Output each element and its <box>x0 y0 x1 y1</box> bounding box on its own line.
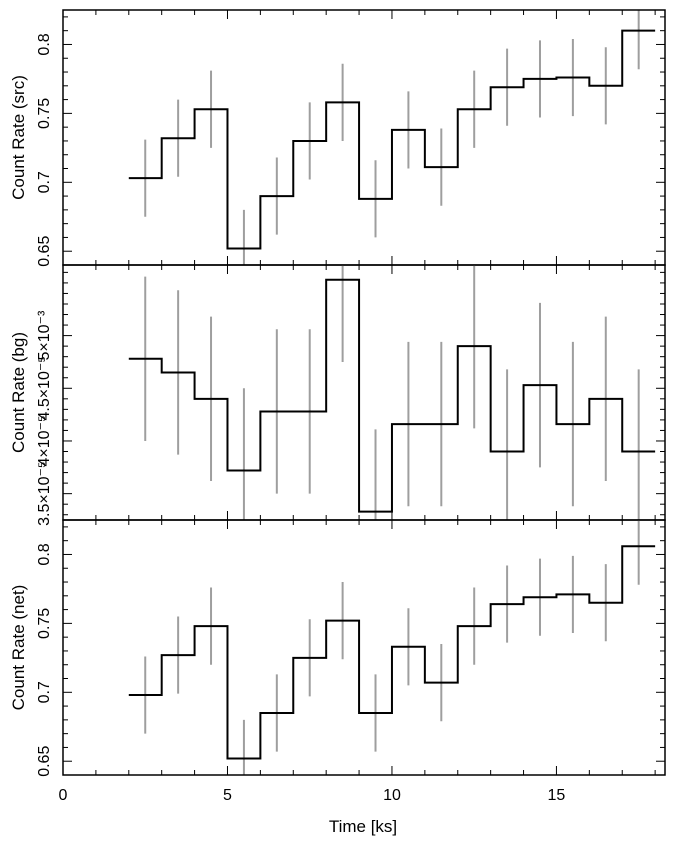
net-y-axis-title: Count Rate (net) <box>9 585 28 711</box>
bg-step-line <box>128 278 656 513</box>
net-panel: 0.65 0.7 0.75 0.8 Count Rate (net) <box>9 519 666 777</box>
bg-y-axis-title: Count Rate (bg) <box>9 332 28 453</box>
src-x-ticks <box>62 10 656 265</box>
net-y-tick-label: 0.65 <box>36 746 53 777</box>
bg-y-tick-label: 5×10⁻³ <box>36 310 53 360</box>
src-y-tick-label: 0.65 <box>36 236 53 267</box>
src-y-ticks <box>63 16 665 252</box>
src-y-tick-label: 0.75 <box>36 98 53 129</box>
bg-y-tick-label: 4×10⁻⁵ <box>36 415 53 466</box>
src-y-tick-label: 0.7 <box>36 171 53 193</box>
net-y-tick-label: 0.7 <box>36 681 53 703</box>
src-y-tick-labels: 0.65 0.7 0.75 0.8 <box>36 33 53 267</box>
x-axis-title: Time [ks] <box>329 817 397 836</box>
bg-panel: 3.5×10⁻⁵4×10⁻⁵4.5×10⁻⁵5×10⁻³ Count Rate (… <box>9 264 666 526</box>
bg-y-tick-labels: 3.5×10⁻⁵4×10⁻⁵4.5×10⁻⁵5×10⁻³ <box>36 310 53 526</box>
src-panel: 0.65 0.7 0.75 0.8 Count Rate (src) <box>9 9 666 267</box>
net-y-tick-label: 0.8 <box>36 543 53 565</box>
bg-y-ticks <box>63 271 665 516</box>
src-frame <box>62 9 666 266</box>
src-y-tick-label: 0.8 <box>36 33 53 55</box>
net-y-tick-labels: 0.65 0.7 0.75 0.8 <box>36 543 53 777</box>
x-axis-tick-labels: 0 5 10 15 <box>59 787 566 804</box>
bg-frame <box>62 264 666 521</box>
bg-y-tick-label: 3.5×10⁻⁵ <box>36 461 53 525</box>
x-tick-label: 0 <box>59 787 68 804</box>
net-x-ticks <box>62 520 656 775</box>
bg-y-tick-label: 4.5×10⁻⁵ <box>36 356 53 420</box>
x-tick-label: 5 <box>223 787 232 804</box>
x-tick-label: 10 <box>383 787 401 804</box>
x-tick-label: 15 <box>548 787 566 804</box>
net-step-line <box>128 545 656 760</box>
src-step-line <box>128 29 656 250</box>
net-y-tick-label: 0.75 <box>36 608 53 639</box>
src-y-axis-title: Count Rate (src) <box>9 75 28 200</box>
net-y-ticks <box>63 526 665 762</box>
bg-x-ticks <box>62 265 656 520</box>
net-frame <box>62 519 666 776</box>
